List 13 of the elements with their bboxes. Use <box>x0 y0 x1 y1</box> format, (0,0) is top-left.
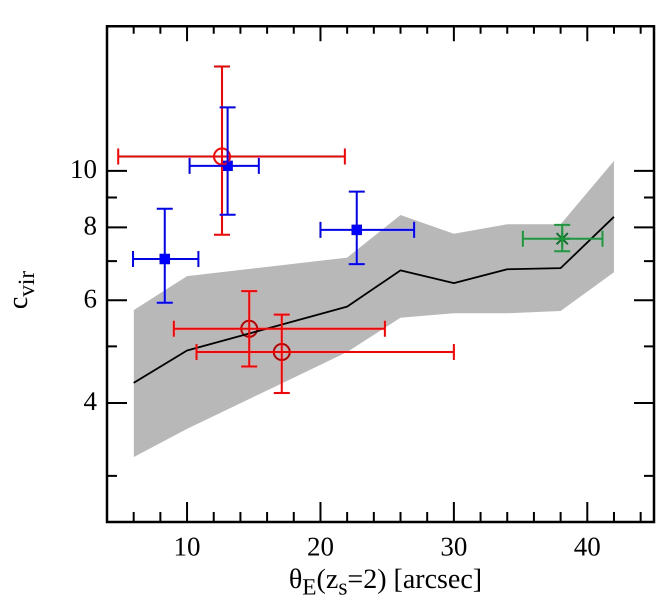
point <box>240 320 258 338</box>
point <box>553 230 572 248</box>
y-tick-label: 4 <box>84 386 98 416</box>
x-tick-label: 30 <box>440 531 468 562</box>
y-tick-label: 8 <box>84 210 97 240</box>
x-tick-label: 20 <box>306 531 334 562</box>
x-axis-title: θ$_{E}$(z$_{s}$=2) [arcsec] <box>288 564 484 602</box>
x-tick-label: 40 <box>574 531 601 562</box>
y-tick-label: 6 <box>84 283 97 314</box>
point <box>272 343 291 362</box>
point <box>213 148 232 166</box>
x-tick-label: 10 <box>174 531 201 562</box>
y-tick-label: 10 <box>70 154 97 184</box>
